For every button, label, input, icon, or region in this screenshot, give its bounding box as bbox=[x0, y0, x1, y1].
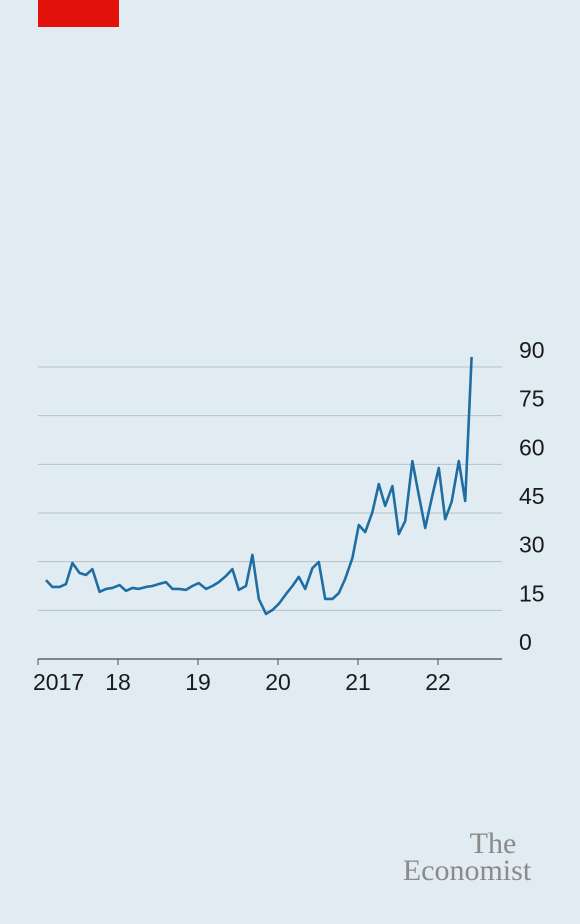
y-tick-label: 15 bbox=[519, 580, 545, 606]
x-tick-label: 19 bbox=[185, 669, 211, 695]
y-tick-label: 60 bbox=[519, 434, 545, 460]
y-tick-label: 45 bbox=[519, 483, 545, 509]
y-tick-label: 30 bbox=[519, 532, 545, 558]
y-tick-label: 0 bbox=[519, 629, 532, 655]
y-tick-label: 90 bbox=[519, 337, 545, 363]
x-tick-label: 20 bbox=[265, 669, 291, 695]
x-tick-label: 22 bbox=[425, 669, 451, 695]
y-tick-label: 75 bbox=[519, 386, 545, 412]
logo-economist: Economist bbox=[403, 854, 532, 887]
data-line bbox=[45, 356, 473, 616]
x-tick-label: 2017 bbox=[33, 669, 84, 695]
brand-tag bbox=[38, 0, 119, 27]
x-tick-label: 18 bbox=[105, 669, 131, 695]
x-tick-label: 21 bbox=[345, 669, 371, 695]
logo-the: The bbox=[470, 827, 517, 860]
